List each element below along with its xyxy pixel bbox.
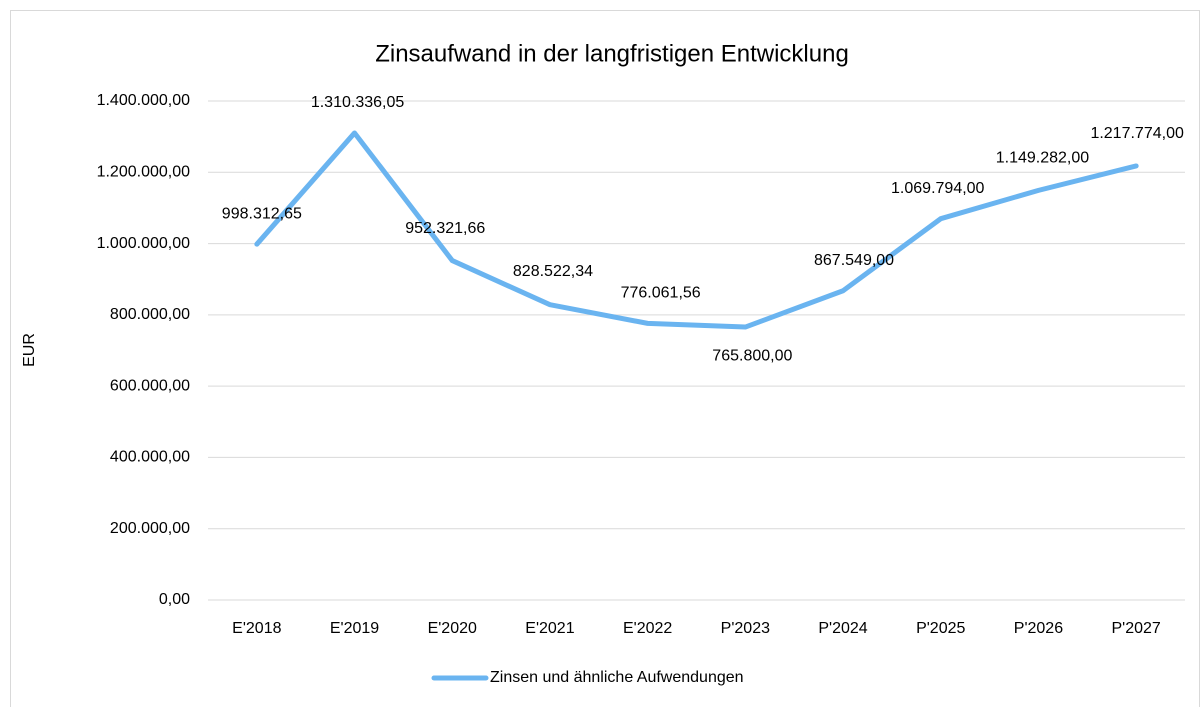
y-tick-label: 1.000.000,00 [97, 235, 191, 252]
x-tick-label: E'2022 [623, 620, 672, 637]
x-tick-label: P'2024 [818, 620, 867, 637]
legend-label: Zinsen und ähnliche Aufwendungen [490, 669, 744, 686]
data-label: 1.217.774,00 [1090, 125, 1184, 142]
data-line [254, 130, 1139, 330]
data-label: 765.800,00 [712, 347, 792, 364]
data-label: 1.069.794,00 [891, 180, 985, 197]
x-tick-label: E'2019 [330, 620, 379, 637]
y-tick-label: 0,00 [159, 591, 190, 608]
chart-title: Zinsaufwand in der langfristigen Entwick… [375, 40, 849, 67]
data-label: 828.522,34 [513, 263, 593, 280]
chart-frame [10, 10, 1200, 707]
y-tick-label: 1.400.000,00 [97, 92, 191, 109]
data-label: 952.321,66 [405, 220, 485, 237]
x-tick-label: P'2023 [721, 620, 770, 637]
y-axis-label: EUR [21, 333, 38, 367]
y-tick-label: 800.000,00 [110, 306, 190, 323]
x-tick-label: E'2018 [232, 620, 281, 637]
x-tick-label: P'2026 [1014, 620, 1063, 637]
x-tick-label: E'2020 [428, 620, 477, 637]
data-label: 1.310.336,05 [311, 94, 405, 111]
x-tick-label: P'2025 [916, 620, 965, 637]
data-label: 1.149.282,00 [996, 150, 1090, 167]
x-tick-label: E'2021 [525, 620, 574, 637]
data-label: 867.549,00 [814, 252, 894, 269]
y-tick-label: 600.000,00 [110, 377, 190, 394]
x-tick-label: P'2027 [1111, 620, 1160, 637]
y-tick-label: 400.000,00 [110, 449, 190, 466]
data-label: 776.061,56 [621, 285, 701, 302]
y-tick-label: 200.000,00 [110, 520, 190, 537]
data-label: 998.312,65 [222, 205, 302, 222]
y-tick-label: 1.200.000,00 [97, 164, 191, 181]
